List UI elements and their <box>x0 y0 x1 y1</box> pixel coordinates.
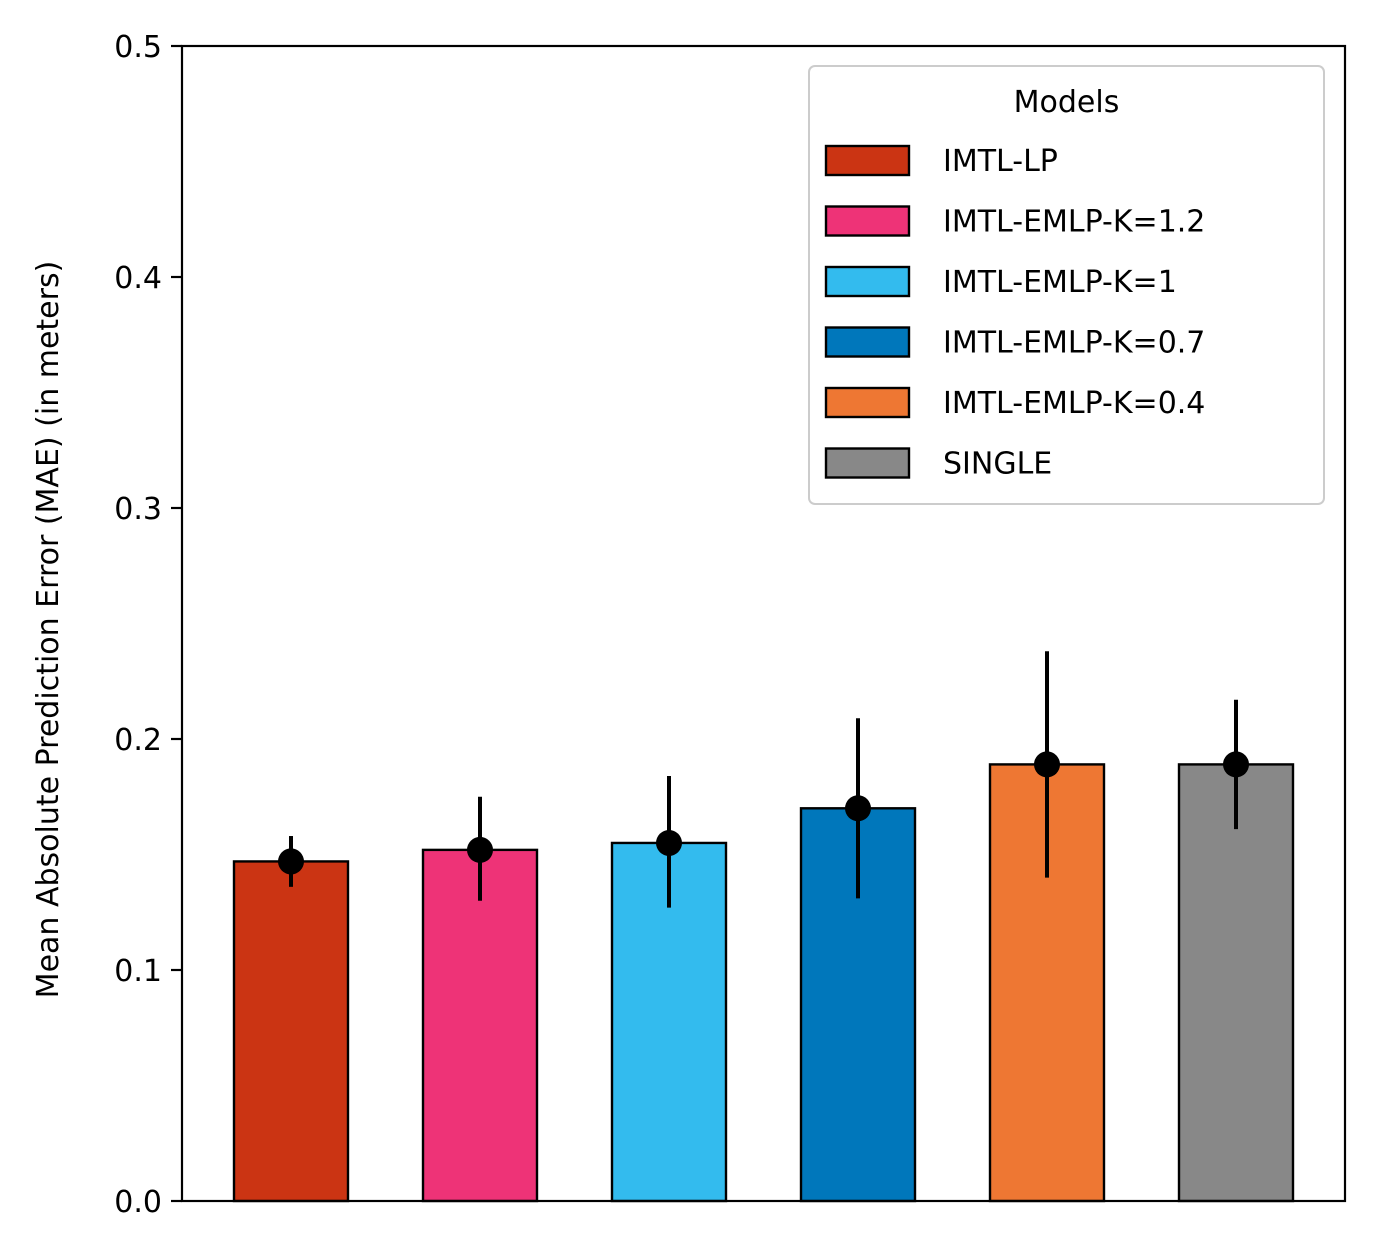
legend-swatch-1 <box>824 144 911 177</box>
y-tick-label: 0.3 <box>114 492 162 527</box>
bar-1 <box>232 860 350 1203</box>
legend-label-1: IMTL-LP <box>943 144 1058 179</box>
y-tick-label: 0.5 <box>114 30 162 65</box>
y-tick-label: 0.0 <box>114 1185 162 1220</box>
y-tick-label: 0.1 <box>114 954 162 989</box>
y-tick-label: 0.4 <box>114 261 162 296</box>
mean-marker-4 <box>845 795 871 822</box>
error-bars-layer <box>278 651 1249 908</box>
legend: Models IMTL-LP IMTL-EMLP-K=1.2 IMTL-EMLP-K… <box>808 65 1325 505</box>
legend-title: Models <box>1014 85 1120 120</box>
legend-label-6: SINGLE <box>943 447 1052 482</box>
legend-label-5: IMTL-EMLP-K=0.4 <box>943 386 1205 421</box>
y-axis: 0.0 0.1 0.2 0.3 0.4 0.5 <box>114 30 182 1220</box>
y-tick-label: 0.2 <box>114 723 162 758</box>
legend-swatch-2 <box>824 205 911 237</box>
plot-frame <box>180 44 1347 1203</box>
y-axis-label: Mean Absolute Prediction Error (MAE) (in… <box>31 261 66 999</box>
legend-label-3: IMTL-EMLP-K=1 <box>943 265 1177 300</box>
legend-items: IMTL-LP IMTL-EMLP-K=1.2 IMTL-EMLP-K=1 IMTL-… <box>824 144 1205 482</box>
mean-marker-5 <box>1034 751 1060 778</box>
legend-swatch-3 <box>824 265 911 298</box>
mean-marker-6 <box>1223 751 1249 778</box>
legend-label-4: IMTL-EMLP-K=0.7 <box>943 326 1205 361</box>
bar-6 <box>1177 763 1295 1203</box>
bars-layer <box>232 763 1295 1203</box>
mean-marker-3 <box>656 829 682 856</box>
legend-frame <box>808 65 1325 505</box>
mean-marker-1 <box>278 848 304 875</box>
legend-swatch-5 <box>824 386 911 419</box>
mean-marker-2 <box>467 836 493 863</box>
legend-swatch-4 <box>824 326 911 358</box>
legend-swatch-6 <box>824 447 911 479</box>
legend-label-2: IMTL-EMLP-K=1.2 <box>943 205 1205 240</box>
bar-2 <box>421 848 539 1203</box>
